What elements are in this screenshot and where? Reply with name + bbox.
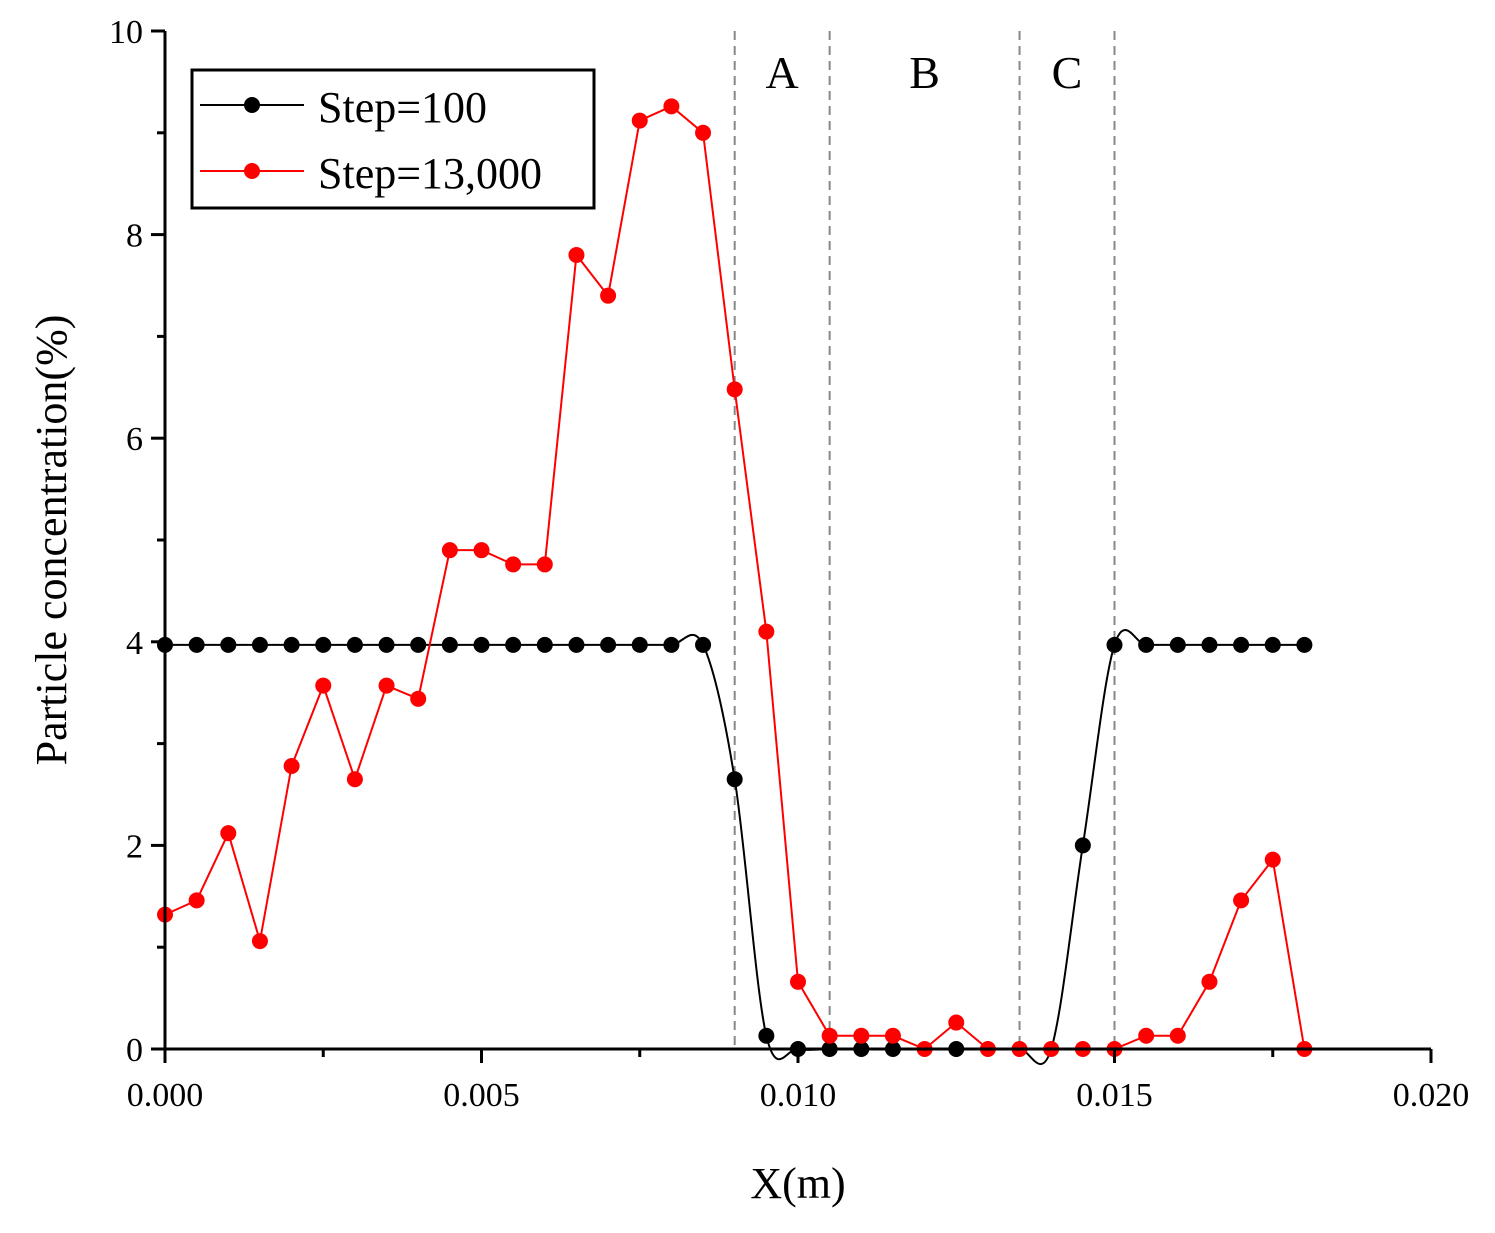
region-label-c: C [1052, 47, 1083, 98]
series-1-point-5 [315, 677, 332, 694]
x-axis-title: X(m) [750, 1159, 845, 1208]
x-tick-label-3: 0.015 [1076, 1077, 1153, 1114]
series-1-point-20 [790, 973, 806, 990]
series-1-point-3 [251, 933, 268, 950]
y-axis-title: Particle concentration(%) [27, 315, 76, 766]
series-0-point-5 [315, 636, 332, 653]
legend-marker-step100 [244, 97, 260, 113]
series-0-point-32 [1296, 636, 1313, 653]
series-0-point-19 [758, 1027, 775, 1044]
series-1-point-8 [410, 690, 427, 707]
series-0-point-3 [251, 636, 268, 653]
x-tick-label-0: 0.000 [127, 1077, 204, 1114]
region-label-a: A [766, 47, 799, 98]
series-0-point-8 [410, 636, 427, 653]
series-0-point-7 [378, 636, 395, 653]
series-0-point-6 [346, 636, 363, 653]
series-1-point-31 [1138, 1027, 1155, 1044]
series-1-point-14 [600, 287, 617, 304]
series-1-point-13 [568, 246, 585, 263]
x-tick-label-1: 0.005 [443, 1077, 520, 1114]
series-1-point-34 [1233, 892, 1250, 909]
series-0-point-2 [220, 636, 237, 653]
series-1-point-23 [884, 1027, 901, 1044]
series-1-point-33 [1201, 973, 1218, 990]
legend-label-step13000: Step=13,000 [318, 149, 542, 198]
series-0-point-13 [568, 636, 585, 653]
series-0-point-10 [473, 636, 490, 653]
series-1-point-1 [188, 892, 205, 909]
region-labels: A B C [766, 47, 1083, 98]
region-label-b: B [909, 47, 940, 98]
legend-label-step100: Step=100 [318, 83, 487, 132]
series-1-point-7 [378, 677, 395, 694]
series-0-point-4 [283, 636, 300, 653]
series-0-point-15 [631, 636, 648, 653]
y-tick-label-2: 4 [126, 625, 143, 662]
x-tick-label-2: 0.010 [760, 1077, 837, 1114]
series-1-point-18 [726, 381, 743, 398]
series-1-point-15 [631, 112, 648, 129]
series-0-point-28 [1169, 636, 1186, 653]
y-tick-label-5: 10 [109, 14, 143, 51]
x-tick-label-4: 0.020 [1393, 1077, 1470, 1114]
series-1-point-16 [663, 98, 680, 115]
series-0-point-17 [695, 636, 712, 653]
series-1-point-21 [821, 1027, 838, 1044]
y-tick-label-1: 2 [126, 828, 143, 865]
legend-box [190, 68, 596, 210]
series-1-point-10 [473, 542, 490, 559]
axes [151, 29, 1433, 1063]
legend-marker-step13000 [244, 163, 260, 179]
series-1-point-25 [948, 1014, 965, 1031]
series-0-point-26 [1106, 636, 1123, 653]
tick-labels: 0.000 0.005 0.010 0.015 0.020 0 2 4 6 8 10 [109, 14, 1469, 1114]
region-dividers [733, 31, 1116, 1049]
series-1-point-6 [346, 771, 363, 788]
series-0-point-25 [1074, 837, 1091, 854]
series-0-point-16 [663, 636, 680, 653]
legend: Step=100 Step=13,000 [190, 68, 596, 210]
series-1-point-2 [220, 825, 237, 842]
y-tick-label-4: 8 [126, 218, 143, 255]
series-line-0 [164, 628, 1305, 1065]
series-1-point-35 [1264, 851, 1281, 868]
series-1-point-17 [695, 124, 712, 141]
series-1-point-12 [536, 556, 553, 573]
series-0-point-1 [188, 636, 205, 653]
series-0-point-18 [726, 771, 743, 788]
y-tick-label-3: 6 [126, 421, 143, 458]
series-0-point-11 [505, 636, 522, 653]
series-0-point-31 [1264, 636, 1281, 653]
series-0-point-9 [441, 636, 458, 653]
series-0-point-30 [1233, 636, 1250, 653]
series-0-point-27 [1138, 636, 1155, 653]
series-1-point-22 [853, 1027, 870, 1044]
series-1-point-4 [283, 757, 300, 774]
series-1-point-19 [758, 623, 775, 640]
y-tick-label-0: 0 [126, 1032, 143, 1069]
series-1-point-9 [441, 542, 458, 559]
series-0-point-12 [536, 636, 553, 653]
series-0-point-14 [600, 636, 617, 653]
series-1-point-32 [1169, 1027, 1186, 1044]
series-1-point-11 [505, 556, 522, 573]
series-0-point-29 [1201, 636, 1218, 653]
